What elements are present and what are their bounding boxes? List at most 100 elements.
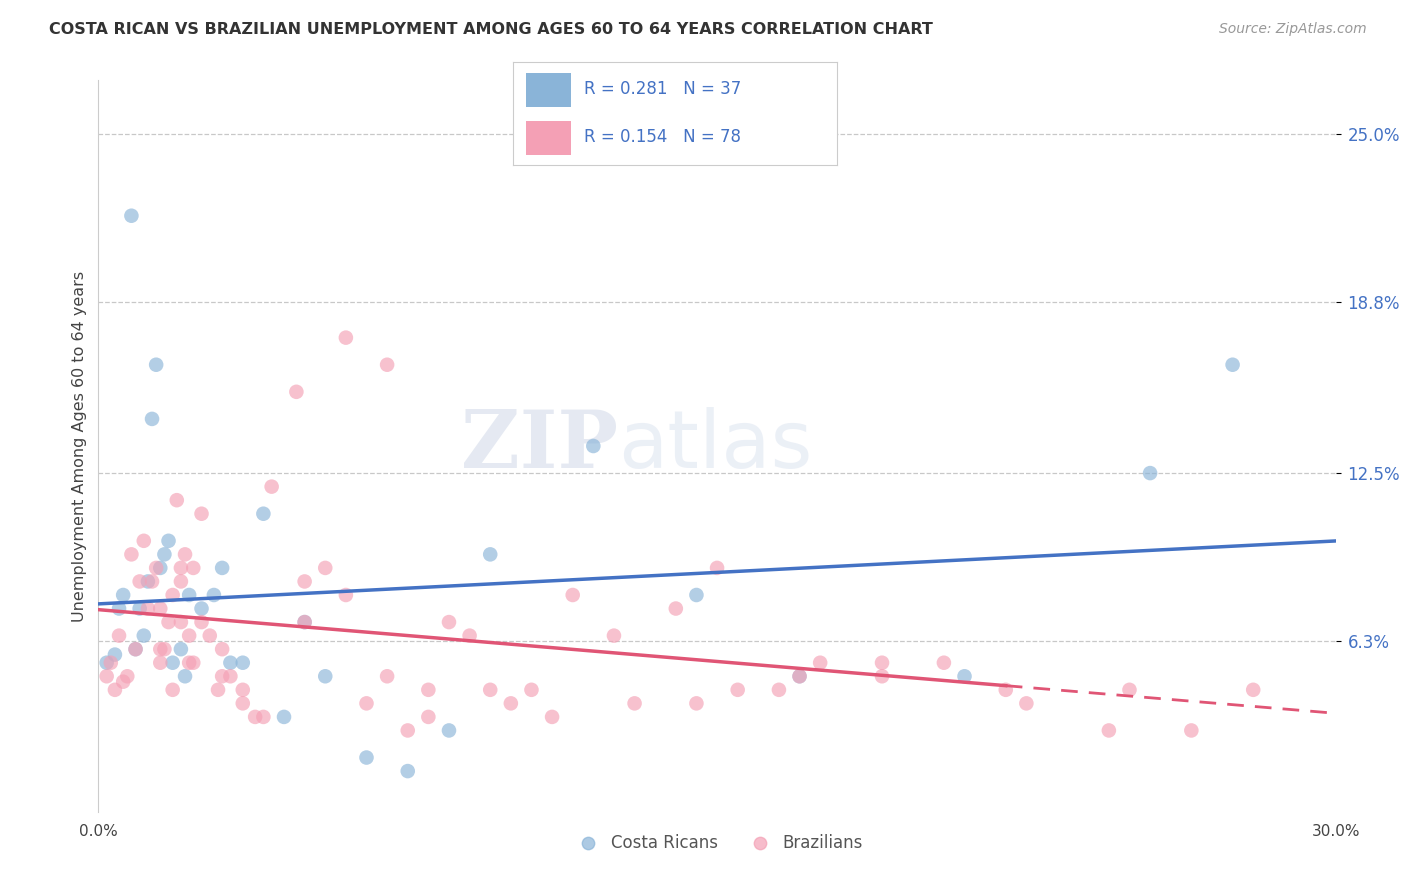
Point: [120, 209, 142, 223]
Point: [207, 682, 229, 697]
Point: [706, 561, 728, 575]
Point: [768, 682, 790, 697]
Point: [479, 682, 502, 697]
Point: [499, 697, 522, 711]
Point: [132, 629, 155, 643]
Point: [108, 629, 131, 643]
Point: [112, 588, 135, 602]
Point: [124, 642, 146, 657]
Point: [117, 669, 139, 683]
Point: [418, 710, 440, 724]
Point: [149, 601, 172, 615]
Point: [870, 669, 893, 683]
Point: [179, 588, 201, 602]
Point: [141, 574, 163, 589]
Point: [685, 588, 707, 602]
Point: [174, 547, 197, 561]
Point: [994, 682, 1017, 697]
Text: COSTA RICAN VS BRAZILIAN UNEMPLOYMENT AMONG AGES 60 TO 64 YEARS CORRELATION CHAR: COSTA RICAN VS BRAZILIAN UNEMPLOYMENT AM…: [49, 22, 934, 37]
Legend: Costa Ricans, Brazilians: Costa Ricans, Brazilians: [564, 827, 870, 858]
Point: [149, 561, 172, 575]
Point: [665, 601, 688, 615]
Point: [96, 656, 118, 670]
Point: [335, 588, 357, 602]
Point: [166, 493, 188, 508]
Point: [181, 656, 204, 670]
Text: atlas: atlas: [619, 407, 813, 485]
Point: [437, 615, 460, 629]
Point: [136, 574, 159, 589]
Point: [294, 615, 316, 629]
Point: [375, 669, 398, 683]
Point: [153, 642, 176, 657]
Point: [149, 656, 172, 670]
Point: [211, 669, 233, 683]
Point: [120, 547, 142, 561]
Point: [808, 656, 831, 670]
Point: [232, 682, 254, 697]
Point: [157, 533, 180, 548]
Point: [273, 710, 295, 724]
Text: R = 0.281   N = 37: R = 0.281 N = 37: [585, 80, 741, 98]
Point: [211, 561, 233, 575]
Point: [314, 669, 336, 683]
Point: [418, 682, 440, 697]
Point: [190, 601, 212, 615]
Point: [335, 331, 357, 345]
Point: [789, 669, 811, 683]
Point: [1015, 697, 1038, 711]
Point: [162, 656, 184, 670]
Point: [132, 533, 155, 548]
Point: [232, 697, 254, 711]
Point: [520, 682, 543, 697]
Point: [170, 615, 193, 629]
Point: [953, 669, 976, 683]
Point: [1222, 358, 1244, 372]
Point: [479, 547, 502, 561]
Point: [582, 439, 605, 453]
Point: [396, 723, 419, 738]
Bar: [526, 73, 571, 106]
Point: [541, 710, 564, 724]
Point: [202, 588, 225, 602]
Point: [932, 656, 955, 670]
Point: [294, 615, 316, 629]
Point: [145, 358, 167, 372]
Point: [285, 384, 308, 399]
Point: [252, 710, 274, 724]
Point: [190, 615, 212, 629]
Point: [157, 615, 180, 629]
Point: [108, 601, 131, 615]
Point: [789, 669, 811, 683]
Point: [153, 547, 176, 561]
Point: [396, 764, 419, 778]
Point: [356, 750, 378, 764]
Point: [170, 642, 193, 657]
Text: Source: ZipAtlas.com: Source: ZipAtlas.com: [1219, 22, 1367, 37]
Y-axis label: Unemployment Among Ages 60 to 64 years: Unemployment Among Ages 60 to 64 years: [72, 270, 87, 622]
Point: [181, 561, 204, 575]
Point: [1180, 723, 1202, 738]
Point: [623, 697, 645, 711]
Point: [356, 697, 378, 711]
Point: [170, 561, 193, 575]
Point: [96, 669, 118, 683]
Point: [294, 574, 316, 589]
Point: [314, 561, 336, 575]
Point: [870, 656, 893, 670]
Point: [170, 574, 193, 589]
Point: [104, 682, 127, 697]
Point: [603, 629, 626, 643]
Point: [685, 697, 707, 711]
Bar: [526, 121, 571, 155]
Point: [1139, 466, 1161, 480]
Point: [219, 669, 242, 683]
Point: [437, 723, 460, 738]
Point: [179, 656, 201, 670]
Point: [100, 656, 122, 670]
Point: [128, 601, 150, 615]
Point: [145, 561, 167, 575]
Point: [561, 588, 583, 602]
Point: [260, 480, 283, 494]
Point: [174, 669, 197, 683]
